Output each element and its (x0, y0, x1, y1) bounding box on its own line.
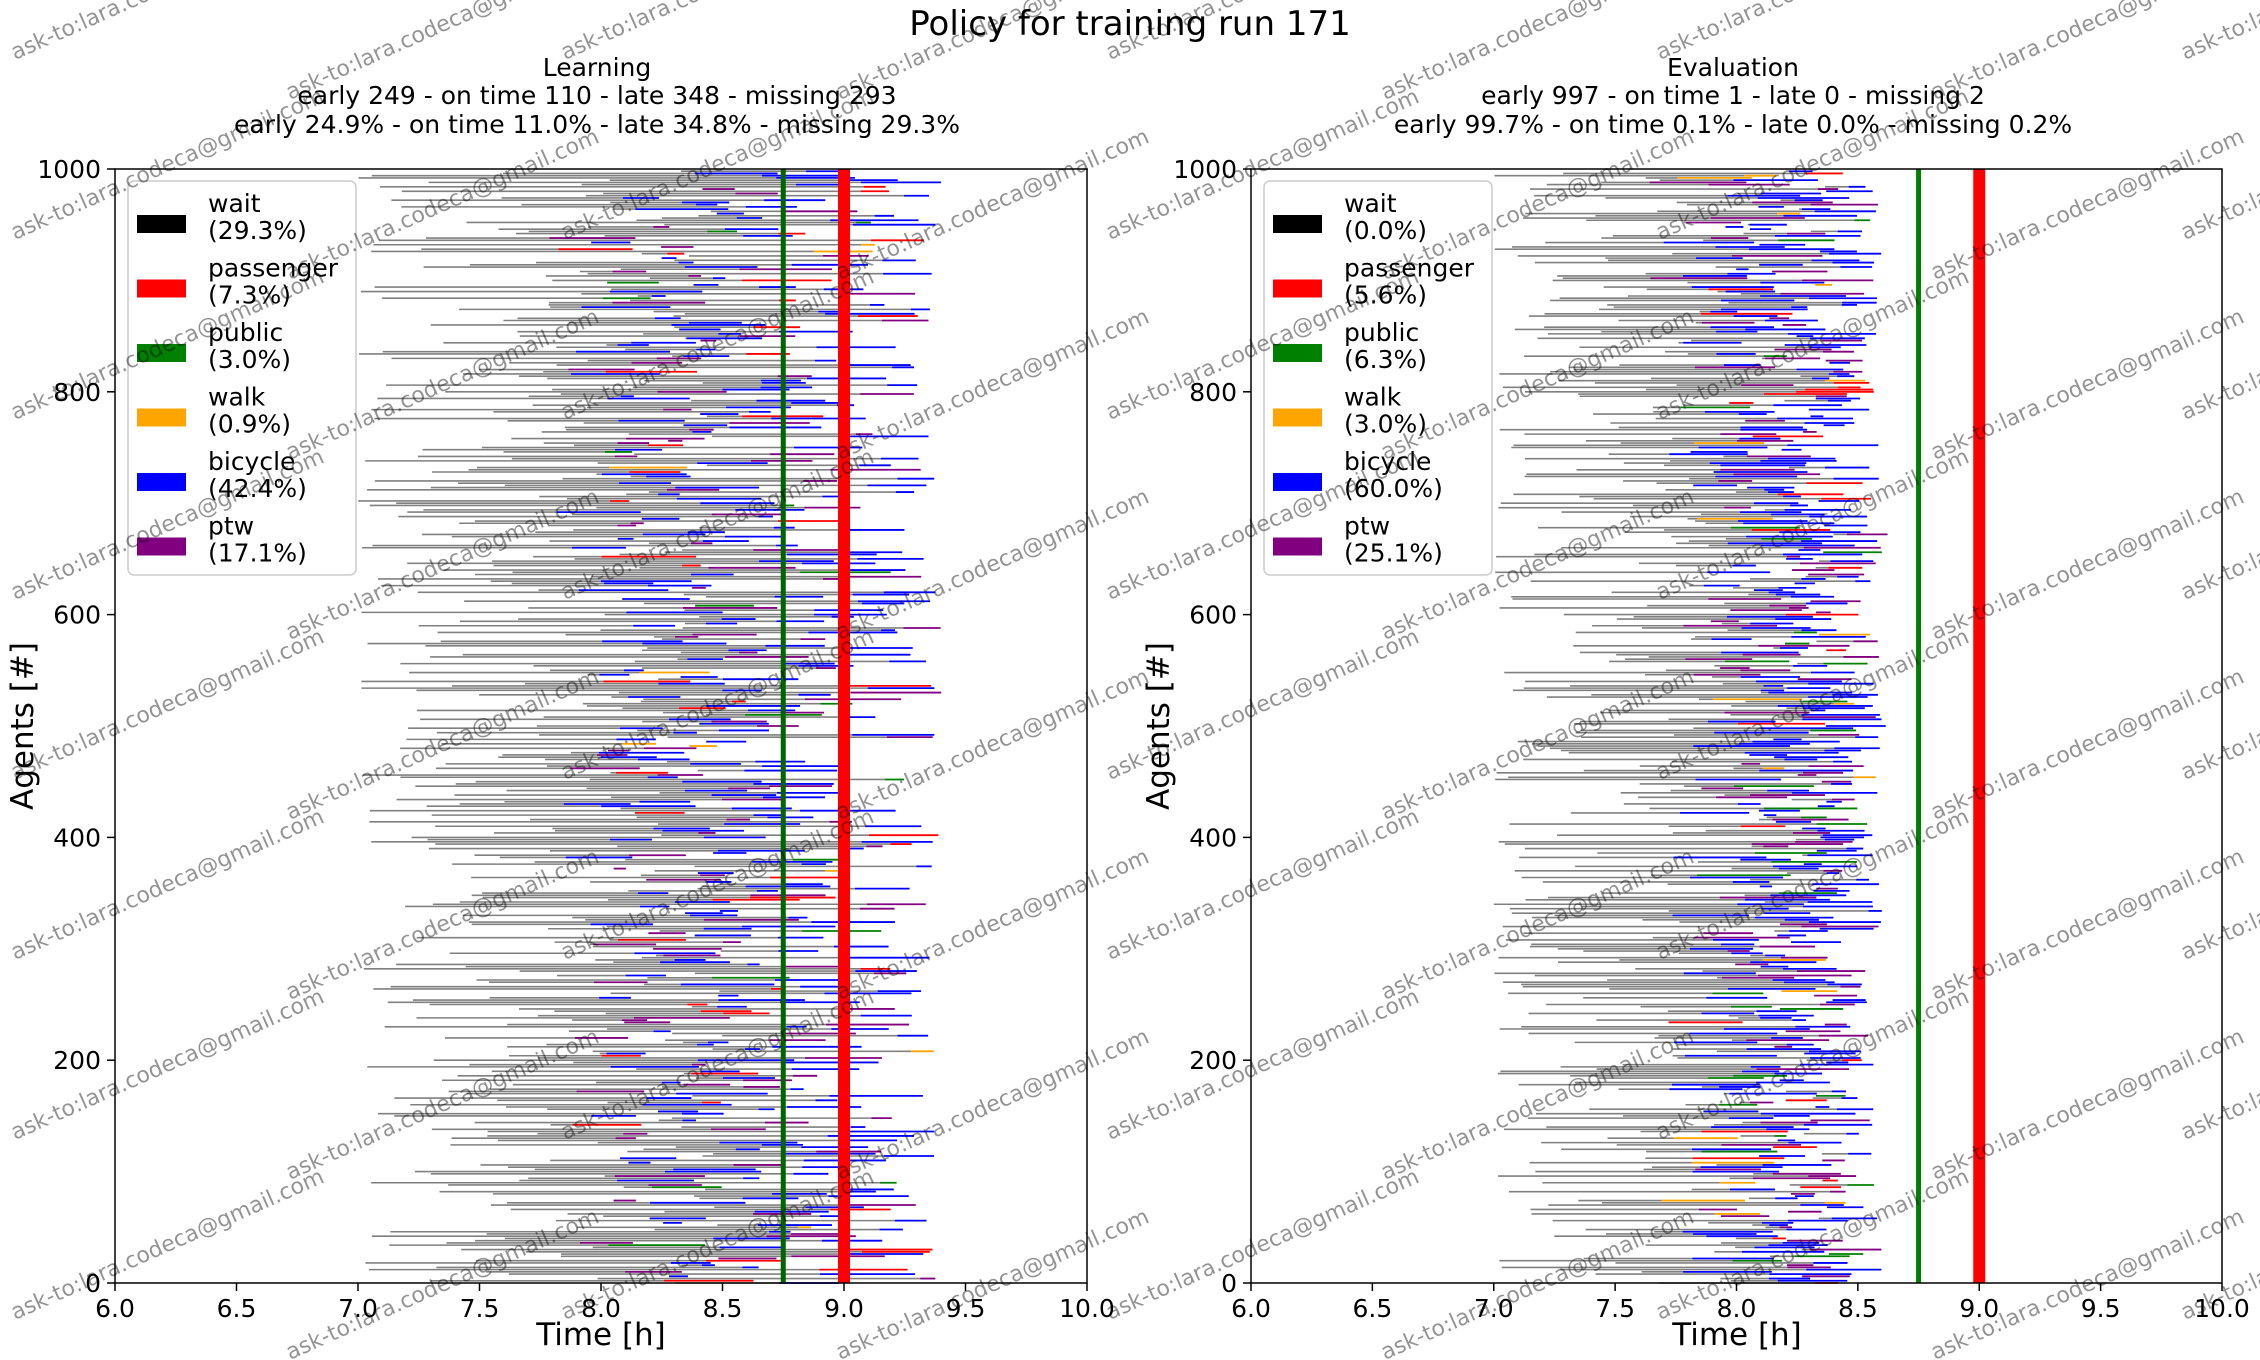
legend-swatch-bicycle (137, 473, 186, 491)
x-tick-label: 10.0 (2194, 1294, 2250, 1323)
learning-subtitle-counts: early 249 - on time 110 - late 348 - mis… (297, 81, 896, 110)
legend-pct-passenger: (7.3%) (208, 281, 291, 310)
legend-pct-passenger: (5.6%) (1344, 281, 1427, 310)
evaluation-x-ticks: 6.0 6.5 7.0 7.5 8.0 8.5 9.0 9.5 10.0 (1231, 1283, 2250, 1323)
learning-deadline-lines (780, 169, 850, 1283)
legend-swatch-passenger (137, 279, 186, 298)
y-tick-label: 800 (1189, 378, 1237, 407)
legend-pct-wait: (29.3%) (208, 216, 307, 245)
x-tick-label: 6.5 (1352, 1294, 1392, 1323)
x-tick-label: 6.0 (1231, 1294, 1271, 1323)
evaluation-trip-segments (1493, 170, 1888, 1284)
legend-label-passenger: passenger (1344, 254, 1475, 283)
legend-swatch-bicycle (1273, 473, 1322, 491)
evaluation-subtitle-counts: early 997 - on time 1 - late 0 - missing… (1481, 81, 1985, 110)
legend-label-public: public (208, 318, 283, 347)
evaluation-y-axis-label: Agents [#] (1141, 642, 1177, 810)
y-tick-label: 0 (85, 1269, 101, 1298)
legend-pct-walk: (0.9%) (208, 410, 291, 439)
x-tick-label: 8.5 (703, 1294, 743, 1323)
x-tick-label: 7.5 (1595, 1294, 1635, 1323)
x-tick-label: 9.0 (824, 1294, 864, 1323)
learning-y-ticks: 0 200 400 600 800 1000 (37, 155, 115, 1298)
evaluation-deadline-lines (1916, 169, 1986, 1283)
evaluation-subtitle-percent: early 99.7% - on time 0.1% - late 0.0% -… (1394, 110, 2072, 139)
legend-label-passenger: passenger (208, 254, 339, 283)
learning-y-axis-label: Agents [#] (5, 642, 41, 810)
x-tick-label: 9.0 (1959, 1294, 1999, 1323)
legend-swatch-walk (137, 408, 186, 427)
legend-swatch-wait (1273, 215, 1322, 233)
legend-label-walk: walk (1344, 383, 1402, 412)
legend-pct-wait: (0.0%) (1344, 216, 1427, 245)
learning-x-ticks: 6.0 6.5 7.0 7.5 8.0 8.5 9.0 9.5 10.0 (95, 1283, 1115, 1323)
y-tick-label: 1000 (37, 155, 101, 184)
legend-pct-public: (6.3%) (1344, 345, 1427, 374)
legend-label-bicycle: bicycle (208, 447, 295, 476)
y-tick-label: 0 (1221, 1269, 1237, 1298)
legend-swatch-ptw (1273, 537, 1322, 556)
x-tick-label: 8.0 (1717, 1294, 1757, 1323)
legend-label-ptw: ptw (1344, 512, 1390, 541)
legend-label-ptw: ptw (208, 512, 254, 541)
y-tick-label: 600 (53, 601, 101, 630)
y-tick-label: 200 (53, 1046, 101, 1075)
legend-label-public: public (1344, 318, 1419, 347)
x-tick-label: 10.0 (1059, 1294, 1115, 1323)
y-tick-label: 400 (1189, 823, 1237, 852)
evaluation-title: Evaluation (1667, 53, 1799, 82)
legend-swatch-passenger (1273, 279, 1322, 298)
y-tick-label: 1000 (1173, 155, 1237, 184)
legend-label-wait: wait (208, 189, 261, 218)
learning-x-axis-label: Time [h] (535, 1317, 666, 1353)
y-tick-label: 400 (53, 823, 101, 852)
x-tick-label: 7.0 (338, 1294, 378, 1323)
y-tick-label: 600 (1189, 601, 1237, 630)
legend-swatch-walk (1273, 408, 1322, 427)
x-tick-label: 9.5 (2081, 1294, 2121, 1323)
legend-label-bicycle: bicycle (1344, 447, 1431, 476)
y-tick-label: 800 (53, 378, 101, 407)
legend-pct-ptw: (17.1%) (208, 539, 307, 568)
learning-subtitle-percent: early 24.9% - on time 11.0% - late 34.8%… (234, 110, 960, 139)
legend-pct-walk: (3.0%) (1344, 410, 1427, 439)
learning-legend: wait(29.3%) passenger(7.3%) public(3.0%) wa… (127, 180, 357, 576)
legend-swatch-wait (137, 215, 186, 233)
x-tick-label: 9.5 (946, 1294, 986, 1323)
legend-pct-public: (3.0%) (208, 345, 291, 374)
x-tick-label: 6.5 (217, 1294, 257, 1323)
x-tick-label: 8.5 (1838, 1294, 1878, 1323)
legend-pct-ptw: (25.1%) (1344, 539, 1443, 568)
x-tick-label: 6.0 (95, 1294, 135, 1323)
x-tick-label: 7.0 (1474, 1294, 1514, 1323)
legend-swatch-ptw (137, 537, 186, 556)
learning-trip-segments (358, 170, 942, 1284)
figure-title: Policy for training run 171 (909, 4, 1350, 44)
x-tick-label: 7.5 (460, 1294, 500, 1323)
legend-label-walk: walk (208, 383, 266, 412)
legend-pct-bicycle: (60.0%) (1344, 474, 1443, 503)
evaluation-panel: Evaluation early 997 - on time 1 - late … (1141, 53, 2250, 1353)
legend-swatch-public (137, 344, 186, 362)
legend-swatch-public (1273, 344, 1322, 362)
evaluation-x-axis-label: Time [h] (1671, 1317, 1802, 1353)
learning-panel: Learning early 249 - on time 110 - late … (5, 53, 1115, 1353)
evaluation-y-ticks: 0 200 400 600 800 1000 (1173, 155, 1251, 1298)
evaluation-legend: wait(0.0%) passenger(5.6%) public(6.3%) wal… (1263, 180, 1493, 576)
legend-label-wait: wait (1344, 189, 1397, 218)
x-tick-label: 8.0 (581, 1294, 621, 1323)
legend-pct-bicycle: (42.4%) (208, 474, 307, 503)
y-tick-label: 200 (1189, 1046, 1237, 1075)
learning-title: Learning (543, 53, 652, 82)
